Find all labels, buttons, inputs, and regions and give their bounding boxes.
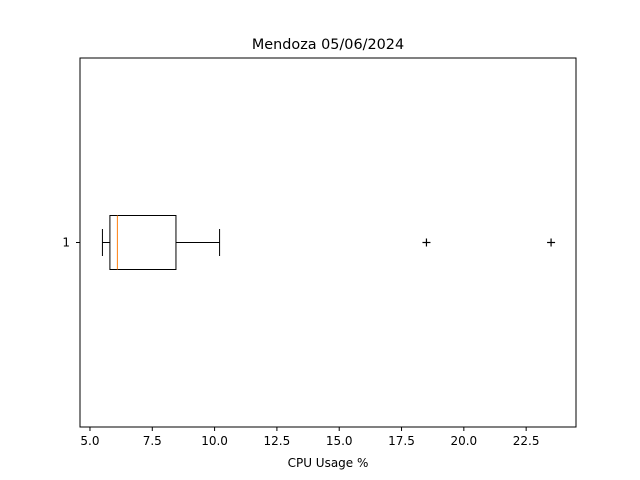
box-iqr <box>109 215 177 270</box>
y-tick-label: 1 <box>62 236 70 250</box>
x-axis: 5.0 7.5 10.0 12.5 15.0 17.5 20.0 22.5 <box>80 427 540 448</box>
chart-title: Mendoza 05/06/2024 <box>252 37 404 53</box>
x-tick-label: 15.0 <box>326 434 353 448</box>
x-tick-label: 5.0 <box>80 434 99 448</box>
x-tick-label: 20.0 <box>450 434 477 448</box>
outlier-point <box>547 238 556 247</box>
outlier-point <box>422 238 431 247</box>
x-tick-label: 10.0 <box>201 434 228 448</box>
x-tick-label: 22.5 <box>513 434 540 448</box>
x-axis-label: CPU Usage % <box>288 456 369 470</box>
x-tick-label: 17.5 <box>388 434 415 448</box>
x-tick-label: 12.5 <box>264 434 291 448</box>
x-tick-label: 7.5 <box>143 434 162 448</box>
axes-frame <box>79 57 577 428</box>
y-axis: 1 <box>62 236 80 250</box>
plot-area <box>101 215 556 270</box>
